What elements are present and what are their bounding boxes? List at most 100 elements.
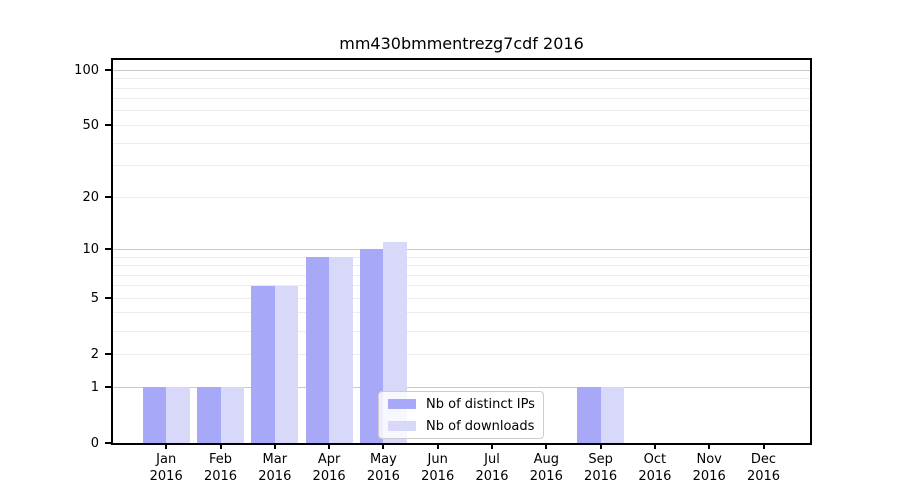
bar-distinct-ips-sep <box>577 387 601 443</box>
x-tick-year: 2016 <box>312 469 346 484</box>
x-tick-month: Jul <box>484 452 500 467</box>
gridline-major <box>113 386 810 388</box>
x-tick <box>708 443 711 449</box>
x-tick-label: Apr 2016 <box>301 451 357 485</box>
y-tick <box>105 442 113 444</box>
bar-distinct-ips-mar <box>251 285 275 443</box>
gridline-minor <box>113 297 810 299</box>
x-tick-month: Aug <box>533 452 559 467</box>
x-tick-month: Jan <box>156 452 177 467</box>
gridline-minor <box>113 265 810 266</box>
x-tick-year: 2016 <box>421 469 455 484</box>
y-tick <box>105 69 113 72</box>
x-tick-year: 2016 <box>203 469 238 484</box>
x-tick <box>436 443 439 449</box>
bar-distinct-ips-jan <box>142 387 167 443</box>
y-tick-label: 5 <box>90 290 99 306</box>
x-tick-year: 2016 <box>692 469 726 484</box>
x-tick-month: May <box>369 452 397 467</box>
x-tick-year: 2016 <box>584 469 618 484</box>
x-tick <box>762 443 765 449</box>
y-tick-label: 50 <box>82 117 99 133</box>
x-tick-label: Feb 2016 <box>193 451 249 485</box>
x-tick-year: 2016 <box>638 469 672 484</box>
x-tick <box>273 443 276 449</box>
y-tick-label: 1 <box>90 379 99 395</box>
gridline-minor <box>113 78 810 80</box>
legend-swatch-downloads <box>388 421 416 431</box>
bar-distinct-ips-apr <box>305 257 330 443</box>
x-tick-month: Sep <box>588 452 613 467</box>
y-tick <box>105 196 113 199</box>
y-tick-label: 0 <box>90 435 99 451</box>
chart-title: mm430bmmentrezg7cdf 2016 <box>339 34 584 53</box>
x-tick-month: Dec <box>750 452 777 467</box>
plot-area <box>111 58 812 445</box>
legend-item-downloads: Nb of downloads <box>379 417 543 436</box>
x-tick-label: Jan 2016 <box>138 451 194 485</box>
gridline-minor <box>113 353 810 355</box>
legend-label-distinct-ips: Nb of distinct IPs <box>426 396 535 412</box>
y-tick <box>105 124 113 127</box>
x-tick-month: Apr <box>317 452 341 467</box>
legend: Nb of distinct IPs Nb of downloads <box>378 391 544 439</box>
x-tick-year: 2016 <box>366 469 400 484</box>
x-tick <box>328 443 331 449</box>
y-tick-label: 2 <box>90 346 99 362</box>
x-tick <box>599 443 602 449</box>
y-tick-label: 100 <box>74 62 99 78</box>
bar-downloads-mar <box>274 285 299 443</box>
gridline-minor <box>113 196 810 198</box>
x-tick-year: 2016 <box>475 469 509 484</box>
x-tick-label: Aug 2016 <box>518 451 574 485</box>
x-tick-label: May 2016 <box>355 451 411 485</box>
gridline-minor <box>113 87 810 89</box>
x-tick <box>545 443 548 449</box>
legend-item-distinct-ips: Nb of distinct IPs <box>379 395 543 414</box>
x-tick-month: Jun <box>427 452 448 467</box>
y-tick <box>105 353 113 356</box>
y-tick <box>105 248 113 251</box>
gridline-minor <box>113 256 810 258</box>
gridline-minor <box>113 98 810 100</box>
x-tick <box>653 443 656 449</box>
bar-distinct-ips-feb <box>197 387 221 443</box>
bar-distinct-ips-may <box>359 249 384 443</box>
gridline-minor <box>113 142 810 144</box>
y-tick-label: 20 <box>82 189 99 205</box>
x-tick <box>165 443 168 449</box>
y-tick-label: 10 <box>82 241 99 257</box>
bar-downloads-jan <box>166 387 190 443</box>
gridline-minor <box>113 165 810 167</box>
x-tick-year: 2016 <box>149 469 183 484</box>
x-tick-month: Mar <box>262 452 288 467</box>
y-tick <box>105 386 113 388</box>
x-tick <box>491 443 493 449</box>
legend-swatch-distinct-ips <box>388 399 416 409</box>
x-tick-label: Sep 2016 <box>573 451 629 485</box>
y-tick <box>105 297 113 300</box>
bar-downloads-feb <box>220 387 244 443</box>
x-tick-month: Feb <box>208 452 233 467</box>
gridline-minor <box>113 124 810 126</box>
x-tick-month: Oct <box>643 452 667 467</box>
x-tick-label: Dec 2016 <box>736 451 792 485</box>
x-tick-label: Jun 2016 <box>410 451 466 485</box>
legend-label-downloads: Nb of downloads <box>426 418 535 434</box>
gridline-major <box>113 69 810 71</box>
x-tick-label: Mar 2016 <box>247 451 303 485</box>
gridline-major <box>113 248 810 250</box>
gridline-minor <box>113 312 810 314</box>
x-tick <box>219 443 222 449</box>
gridline-minor <box>113 285 810 287</box>
x-tick-year: 2016 <box>746 469 781 484</box>
x-tick <box>382 443 385 449</box>
bar-downloads-apr <box>329 257 353 443</box>
gridline-minor <box>113 110 810 112</box>
x-tick-label: Jul 2016 <box>464 451 520 485</box>
x-tick-label: Oct 2016 <box>627 451 683 485</box>
x-tick-year: 2016 <box>258 469 292 484</box>
gridline-minor <box>113 330 810 332</box>
x-tick-year: 2016 <box>529 469 563 484</box>
